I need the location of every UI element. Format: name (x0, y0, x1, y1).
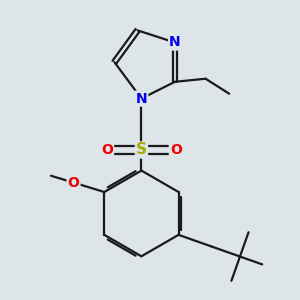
Text: O: O (101, 143, 113, 157)
Text: N: N (136, 92, 147, 106)
Text: O: O (68, 176, 80, 190)
Text: S: S (136, 142, 147, 158)
Text: N: N (169, 35, 181, 50)
Text: O: O (170, 143, 182, 157)
